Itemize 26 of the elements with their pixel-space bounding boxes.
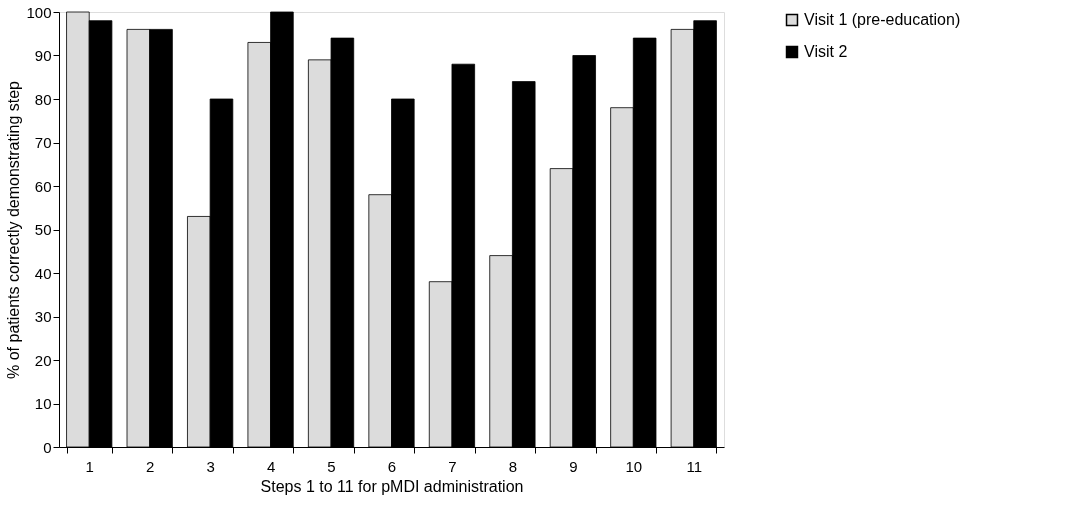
x-axis-title: Steps 1 to 11 for pMDI administration	[260, 477, 524, 495]
y-tick-label: 40	[34, 264, 52, 282]
x-tick-label: 11	[686, 457, 703, 475]
y-tick-label: 70	[34, 134, 52, 151]
x-tick-label: 7	[448, 457, 457, 475]
y-tick-label: 100	[26, 3, 52, 21]
x-tick-label: 3	[206, 457, 215, 475]
x-tick-label: 1	[85, 457, 94, 475]
y-tick-label: 20	[34, 351, 52, 369]
x-tick-label: 10	[625, 457, 643, 475]
y-axis-title: % of patients correctly demonstrating step	[5, 80, 23, 379]
x-tick-label: 5	[327, 457, 336, 475]
y-tick-label: 90	[34, 47, 52, 64]
x-tick-label: 9	[569, 457, 578, 475]
legend-label: Visit 1 (pre-education)	[804, 11, 961, 28]
y-tick-label: 50	[34, 221, 52, 238]
y-tick-label: 10	[34, 395, 52, 412]
x-tick-label: 4	[266, 457, 276, 475]
y-tick-label: 60	[34, 177, 52, 195]
y-tick-label: 30	[34, 308, 52, 325]
x-tick-label: 6	[387, 457, 397, 475]
y-tick-label: 0	[43, 438, 52, 456]
y-tick-label: 80	[34, 90, 52, 108]
legend-label: Visit 2	[804, 43, 848, 60]
x-tick-label: 8	[508, 457, 518, 475]
x-tick-label: 2	[146, 457, 155, 475]
